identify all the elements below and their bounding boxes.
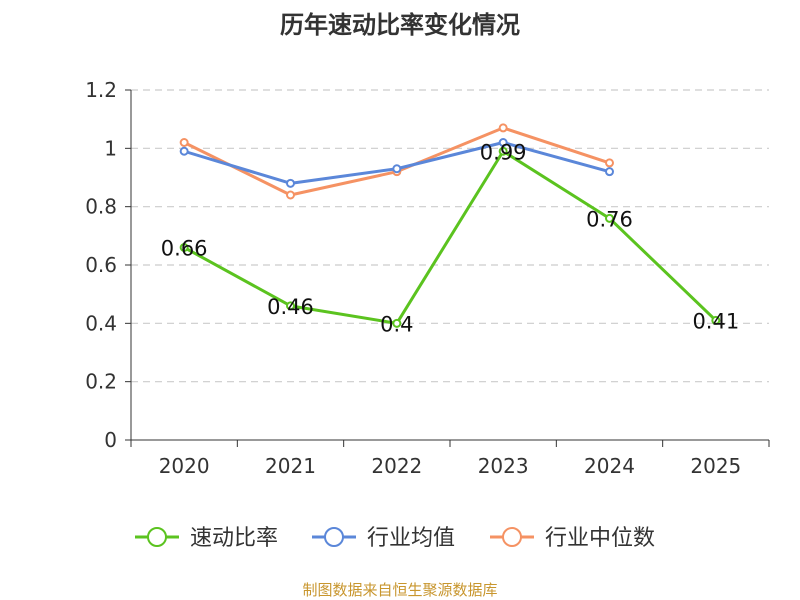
y-tick-label: 0.6: [85, 253, 117, 277]
data-point[interactable]: [286, 301, 295, 311]
data-labels: 0.66 0.46 0.4 0.99 0.76 0.41: [161, 140, 739, 336]
series: [179, 123, 721, 328]
data-point[interactable]: [179, 146, 189, 156]
legend-marker: [502, 527, 522, 547]
data-label: 0.99: [480, 140, 527, 164]
data-point[interactable]: [179, 243, 189, 252]
legend-marker: [147, 527, 167, 547]
legend-marker: [324, 527, 344, 547]
y-tick-label: 0.2: [85, 370, 117, 394]
chart-title: 历年速动比率变化情况: [280, 11, 520, 39]
x-tick-label: 2020: [159, 454, 210, 478]
legend-label: 行业中位数: [545, 526, 655, 551]
x-tick-label: 2022: [371, 454, 422, 478]
legend-item[interactable]: 速动比率: [135, 526, 278, 551]
data-point[interactable]: [605, 213, 614, 223]
data-point[interactable]: [711, 315, 721, 325]
source-note: 制图数据来自恒生聚源数据库: [302, 581, 497, 599]
x-tick-label: 2023: [478, 454, 529, 478]
data-label: 0.4: [380, 312, 413, 336]
data-label: 0.76: [586, 207, 633, 231]
data-point[interactable]: [286, 190, 295, 200]
data-point[interactable]: [286, 178, 295, 188]
data-label: 0.66: [161, 237, 208, 261]
data-point[interactable]: [392, 164, 402, 174]
series-line-0: [183, 149, 717, 325]
data-label: 0.41: [692, 309, 739, 333]
x-tick-label: 2025: [690, 454, 741, 478]
x-tick-label: 2024: [584, 454, 635, 478]
y-tick-label: 1: [104, 136, 117, 160]
series-line-2: [183, 126, 610, 197]
legend-label: 速动比率: [190, 526, 278, 551]
data-point[interactable]: [392, 318, 402, 328]
data-point[interactable]: [179, 138, 189, 147]
data-point[interactable]: [605, 158, 614, 168]
y-tick-label: 0: [104, 428, 117, 452]
legend-item[interactable]: 行业均值: [312, 526, 455, 551]
y-tick-label: 1.2: [85, 78, 117, 102]
data-label: 0.46: [267, 295, 314, 319]
grid-lines: [131, 89, 769, 383]
y-tick-label: 0.4: [85, 311, 117, 335]
data-point[interactable]: [498, 123, 508, 133]
x-tick-label: 2021: [265, 454, 316, 478]
y-tick-label: 0.8: [85, 195, 117, 219]
data-point[interactable]: [498, 146, 508, 156]
axes: 0 0.2 0.4 0.6 0.8 1 1.2 2020 2021 2022 2023 2024 202…: [85, 78, 770, 478]
legend[interactable]: 速动比率 行业均值 行业中位数: [135, 526, 655, 551]
data-point[interactable]: [498, 138, 508, 147]
legend-label: 行业均值: [367, 526, 455, 551]
legend-item[interactable]: 行业中位数: [490, 526, 655, 551]
data-point[interactable]: [605, 167, 614, 177]
